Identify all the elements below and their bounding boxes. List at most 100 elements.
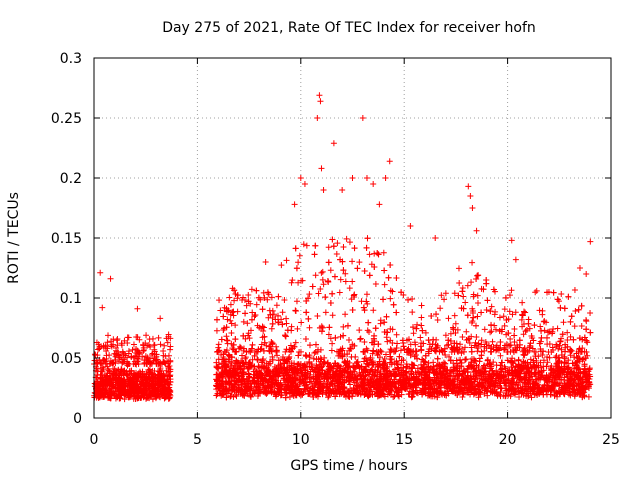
data-point	[218, 336, 225, 343]
data-point	[96, 345, 103, 352]
data-point	[142, 383, 149, 390]
data-point	[572, 308, 579, 315]
data-point	[113, 337, 120, 344]
data-point	[114, 342, 121, 349]
data-point	[384, 329, 391, 336]
data-point	[571, 287, 578, 294]
data-point	[361, 339, 368, 346]
data-point	[124, 340, 131, 347]
data-point	[366, 272, 373, 279]
data-point	[451, 312, 458, 319]
data-point	[390, 301, 397, 308]
data-point	[131, 382, 138, 389]
data-point	[91, 351, 98, 358]
data-point	[487, 308, 494, 315]
data-point	[149, 371, 156, 378]
data-point	[130, 341, 137, 348]
data-point	[105, 394, 112, 401]
data-point	[157, 379, 164, 386]
data-point	[587, 329, 594, 336]
data-point	[128, 353, 135, 360]
data-point	[122, 352, 129, 359]
data-point	[363, 244, 370, 251]
data-point	[409, 309, 416, 316]
data-point	[133, 334, 140, 340]
data-point	[393, 331, 400, 338]
data-point	[306, 342, 313, 349]
data-point	[117, 354, 124, 361]
data-point	[134, 393, 141, 400]
data-point	[452, 320, 459, 327]
data-point	[533, 287, 540, 294]
data-point	[111, 370, 118, 377]
data-point	[119, 360, 126, 367]
data-point	[115, 389, 122, 396]
data-point	[366, 251, 373, 258]
data-point	[158, 370, 165, 377]
data-point	[105, 379, 112, 386]
data-point	[302, 336, 309, 343]
data-point	[469, 259, 476, 266]
data-point	[329, 312, 336, 319]
data-point	[249, 309, 256, 316]
data-point	[418, 347, 425, 354]
data-point	[325, 394, 332, 401]
data-point	[342, 311, 349, 318]
data-point	[508, 287, 515, 294]
data-point	[349, 306, 356, 313]
data-point	[227, 317, 234, 324]
data-point	[459, 345, 466, 352]
data-point	[567, 318, 574, 325]
data-point	[288, 279, 295, 286]
data-point	[381, 281, 388, 288]
data-point	[351, 245, 358, 252]
data-point	[430, 359, 437, 366]
data-point	[115, 367, 122, 374]
data-point	[107, 375, 114, 382]
data-point	[343, 235, 350, 242]
data-point	[312, 272, 319, 279]
data-point	[488, 328, 495, 335]
data-point	[460, 293, 467, 300]
data-point	[334, 240, 341, 247]
data-point	[139, 374, 146, 381]
data-point	[216, 297, 223, 304]
data-point	[278, 316, 285, 323]
data-point	[126, 368, 133, 375]
data-point	[135, 394, 142, 401]
data-point	[370, 347, 377, 354]
data-point	[571, 323, 578, 330]
data-point	[151, 346, 158, 353]
data-point	[102, 360, 109, 367]
data-point	[115, 380, 122, 387]
data-point	[147, 359, 154, 366]
data-point	[213, 316, 220, 323]
data-point	[162, 360, 169, 367]
data-point	[107, 389, 114, 396]
data-point	[497, 338, 504, 345]
data-point	[298, 319, 305, 326]
data-point	[98, 371, 105, 378]
data-point	[136, 368, 143, 375]
data-point	[583, 326, 590, 333]
data-point	[116, 395, 123, 402]
data-point	[540, 357, 547, 364]
data-point	[337, 333, 344, 340]
data-point	[356, 327, 363, 334]
data-point	[95, 387, 102, 394]
data-point	[454, 326, 461, 333]
data-point	[383, 334, 390, 341]
data-point	[474, 313, 481, 320]
data-point	[278, 262, 285, 269]
data-point	[121, 389, 128, 396]
data-point	[410, 330, 417, 337]
data-point	[152, 389, 159, 396]
data-point	[409, 295, 416, 302]
data-point	[328, 347, 335, 354]
data-point	[340, 244, 347, 251]
data-point	[455, 265, 462, 272]
data-point	[384, 338, 391, 345]
data-point	[124, 334, 131, 341]
data-point	[254, 356, 261, 363]
data-point	[296, 252, 303, 259]
